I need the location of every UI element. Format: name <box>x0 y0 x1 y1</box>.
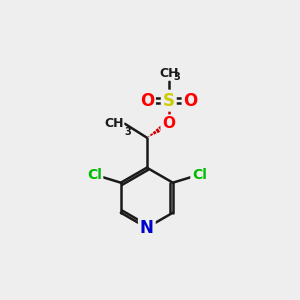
Text: O: O <box>184 92 198 110</box>
Text: O: O <box>162 116 175 131</box>
Text: CH: CH <box>104 117 124 130</box>
Text: CH: CH <box>159 67 178 80</box>
Text: 3: 3 <box>174 72 181 82</box>
Text: N: N <box>140 219 154 237</box>
Text: 3: 3 <box>124 127 131 136</box>
Text: Cl: Cl <box>87 168 102 182</box>
Text: S: S <box>163 92 175 110</box>
Text: Cl: Cl <box>192 168 207 182</box>
Text: O: O <box>140 92 154 110</box>
